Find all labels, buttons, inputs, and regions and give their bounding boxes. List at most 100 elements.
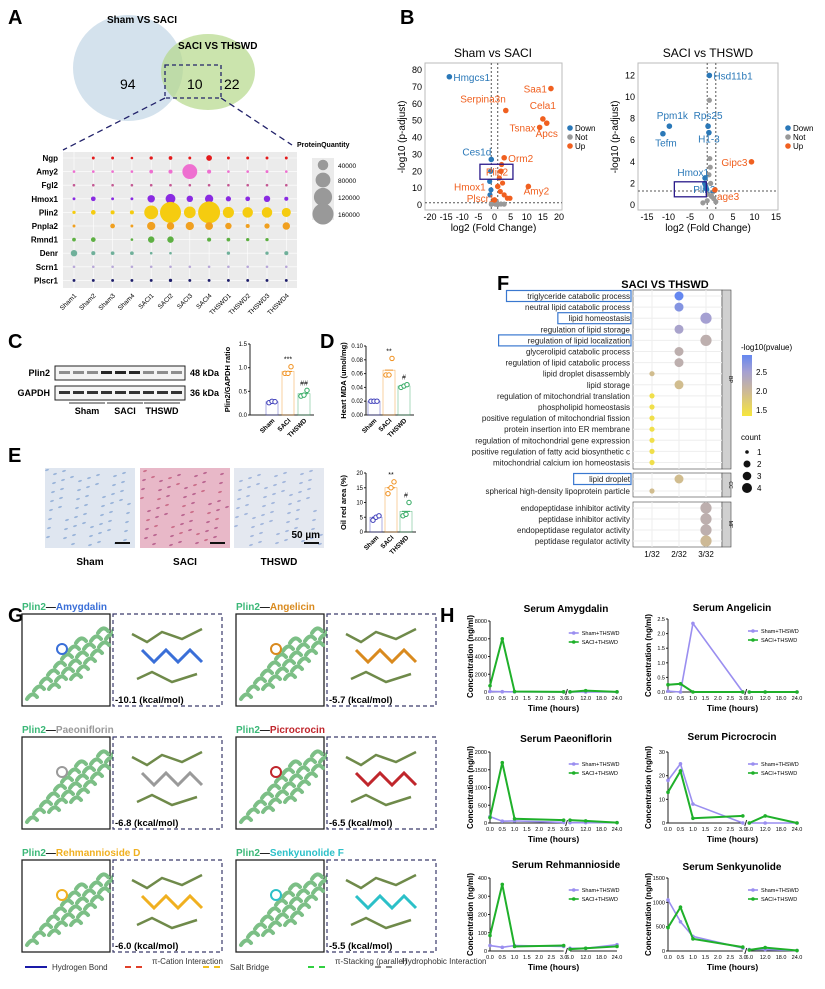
- nucleus: [101, 504, 105, 508]
- volcano-point-age3: [712, 187, 718, 193]
- series-point: [500, 819, 505, 824]
- x-tick: -5: [686, 212, 694, 222]
- significance-mark: ***: [284, 357, 292, 364]
- bubble-Denr-Sham4: [130, 251, 134, 256]
- y-tick: 0.00: [351, 413, 363, 419]
- nucleus: [90, 525, 94, 529]
- series-line-SACI+THSWD: [748, 814, 798, 824]
- bubble-Fgl2-SACI3: [188, 183, 192, 187]
- histology-image-THSWD: [234, 468, 324, 548]
- bubble-Hmox1-SACI1: [147, 195, 155, 203]
- nucleus: [281, 489, 285, 493]
- x-tick: 6.0: [745, 955, 753, 961]
- legend-size-label: 40000: [338, 163, 356, 170]
- x-tick: 12.0: [580, 955, 591, 961]
- size-tick: 4: [757, 484, 762, 493]
- bubble-Fgl2-Sham4: [130, 183, 134, 187]
- nucleus: [70, 475, 74, 479]
- series-line-SACI+THSWD: [489, 762, 564, 822]
- volcano-title: Sham vs SACI: [454, 46, 532, 60]
- zoom-line-right: [220, 97, 293, 146]
- panel-label-A: A: [8, 7, 22, 29]
- ligand-icon: [270, 766, 282, 778]
- binding-energy: -6.0 (kcal/mol): [115, 941, 178, 952]
- blot-band: [129, 371, 140, 374]
- sample-label: SACI2: [157, 292, 176, 311]
- data-point: [403, 511, 409, 517]
- x-tick: 15: [771, 212, 781, 222]
- legend-label: Salt Bridge: [230, 963, 270, 972]
- volcano-point-Saa1: [548, 85, 554, 92]
- bubble-Rmnd1-SACI4: [207, 237, 212, 242]
- gene-label-Ces1d: Ces1d: [462, 147, 491, 158]
- volcano-point-Cela1: [540, 116, 546, 122]
- nucleus: [48, 517, 52, 521]
- venn-right-title: SACI VS THSWD: [178, 41, 257, 52]
- bubble-Plin2-THSWD4: [281, 207, 291, 217]
- bubble-Denr-THSWD1: [226, 251, 231, 255]
- x-tick: 2.5: [727, 955, 735, 961]
- data-point: [385, 490, 391, 497]
- bubble-Pnpla2-SACI3: [185, 221, 194, 231]
- legend-label: Not: [793, 133, 806, 142]
- bubble-Hmox1-Sham2: [90, 196, 96, 202]
- x-tick: 1/32: [644, 550, 660, 559]
- bubble-Fgl2-THSWD1: [227, 183, 230, 187]
- series-point: [763, 814, 767, 818]
- blot-band: [129, 391, 140, 394]
- significance-mark: **: [388, 472, 394, 479]
- nucleus: [285, 529, 289, 533]
- series-point: [488, 815, 492, 820]
- nucleus: [143, 469, 147, 473]
- x-tick: 3.0: [560, 827, 568, 833]
- x-tick: 24.0: [612, 827, 623, 833]
- data-point: [388, 485, 394, 491]
- volcano-point-Hmox1: [494, 183, 501, 190]
- nucleus: [141, 487, 145, 491]
- nucleus: [146, 518, 150, 522]
- y-tick: 0.5: [239, 389, 248, 395]
- y-tick: 2000: [475, 672, 487, 678]
- x-tick: 3.0: [560, 696, 568, 702]
- blot-band: [101, 371, 112, 374]
- nucleus: [110, 501, 114, 505]
- blot-band: [59, 371, 70, 374]
- y-tick: 0: [662, 949, 665, 955]
- go-term-label: mitochondrial calcium ion homeostasis: [493, 459, 630, 468]
- gene-label: Rmnd1: [31, 236, 59, 245]
- go-term-label: lipid droplet disassembly: [543, 370, 630, 379]
- volcano-point-Tefm: [660, 130, 666, 137]
- go-bubble: [674, 347, 684, 356]
- bubble-Hmox1-Sham3: [111, 197, 115, 201]
- nucleus: [192, 492, 196, 496]
- zoom-box: [164, 64, 222, 99]
- gene-label: Pnpla2: [32, 222, 59, 231]
- nucleus: [283, 471, 287, 475]
- bubble-Plscr1-Sham2: [91, 278, 95, 282]
- nucleus: [60, 487, 64, 491]
- x-tick: 10: [522, 212, 532, 222]
- series-point: [568, 947, 572, 951]
- nucleus: [170, 534, 174, 538]
- nucleus: [88, 543, 92, 547]
- series-point: [747, 821, 752, 825]
- series-point: [691, 621, 695, 626]
- series-point: [747, 948, 752, 952]
- nucleus: [151, 475, 155, 479]
- x-tick: 24.0: [612, 955, 623, 961]
- sample-label: SACI1: [137, 292, 156, 311]
- x-tick: 2.5: [727, 696, 735, 702]
- nucleus: [183, 495, 187, 499]
- series-line-Sham+THSWD: [667, 621, 744, 693]
- bubble-Plin2-Sham4: [129, 210, 134, 215]
- bubble-Amy2-SACI4: [207, 169, 212, 174]
- nucleus: [269, 519, 273, 523]
- bar-ylabel: Heart MDA (umol/mg): [339, 342, 348, 419]
- bubble-Scrn1-SACI3: [188, 265, 192, 269]
- y-tick: 0.5: [657, 675, 665, 681]
- go-bubble: [649, 459, 655, 466]
- x-tick: 1.5: [523, 955, 531, 961]
- bubble-Plscr1-Sham1: [72, 278, 76, 282]
- bubble-Denr-Sham1: [70, 249, 78, 257]
- nucleus: [244, 512, 248, 516]
